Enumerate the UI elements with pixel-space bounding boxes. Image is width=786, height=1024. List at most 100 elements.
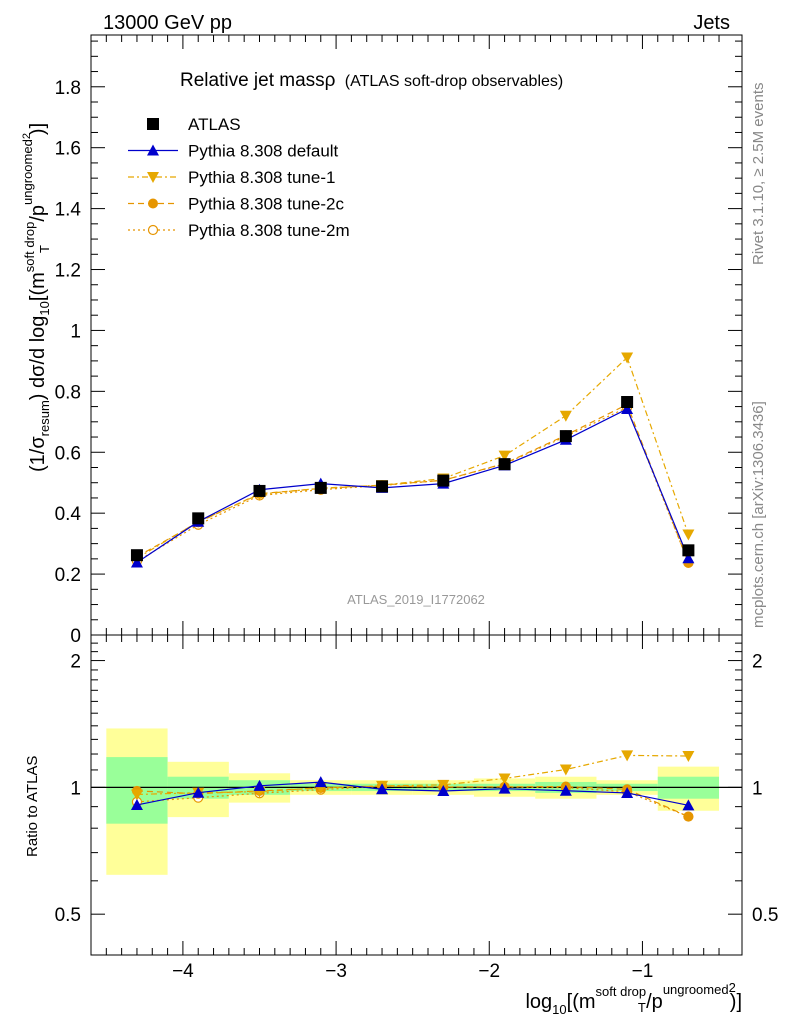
legend-marker bbox=[147, 144, 159, 156]
series-pythia-8-308-tune-2c bbox=[131, 399, 694, 568]
ratio-point bbox=[314, 776, 327, 788]
main-y-tick-label: 1.4 bbox=[55, 200, 82, 221]
data-point bbox=[621, 352, 634, 364]
ratio-point bbox=[621, 750, 634, 762]
legend-label: ATLAS bbox=[188, 115, 241, 134]
legend-entry-pythia-8-308-default: Pythia 8.308 default bbox=[128, 142, 339, 161]
chart-title: Relative jet massρ (ATLAS soft-drop obse… bbox=[180, 70, 563, 91]
ratio-point bbox=[559, 764, 572, 776]
ratio-y-tick-label-right: 0.5 bbox=[752, 905, 778, 926]
ratio-y-tick-label: 1 bbox=[70, 778, 81, 799]
ratio-point bbox=[498, 773, 511, 785]
series-line bbox=[136, 356, 689, 559]
x-tick-label: −3 bbox=[325, 961, 347, 982]
data-point bbox=[682, 544, 695, 557]
legend-label: Pythia 8.308 tune-2c bbox=[188, 195, 344, 214]
main-y-tick-label: 1.8 bbox=[55, 78, 81, 99]
series-pythia-8-308-tune-1 bbox=[130, 352, 695, 565]
ratio-point bbox=[253, 779, 266, 791]
x-axis: −4 −3 −2 −1 bbox=[105, 35, 720, 982]
ratio-line bbox=[136, 781, 689, 806]
data-point bbox=[498, 450, 511, 462]
main-y-tick-label: 1 bbox=[70, 321, 81, 342]
ratio-point bbox=[130, 789, 143, 801]
legend-entry-pythia-8-308-tune-2m: Pythia 8.308 tune-2m bbox=[128, 221, 350, 240]
main-y-tick-label: 0.4 bbox=[55, 504, 82, 525]
main-y-tick-label: 1.2 bbox=[55, 261, 81, 282]
legend-label: Pythia 8.308 tune-1 bbox=[188, 168, 335, 187]
main-series bbox=[130, 352, 695, 568]
legend-entry-atlas: ATLAS bbox=[147, 115, 241, 134]
data-point bbox=[192, 512, 205, 525]
ratio-point bbox=[376, 783, 389, 795]
legend-label: Pythia 8.308 default bbox=[188, 142, 339, 161]
ratio-series-pythia-8-308-default bbox=[130, 776, 695, 811]
data-point bbox=[437, 474, 450, 487]
x-axis-label: log10[(msoft drop/pungroomed2 T)] bbox=[525, 980, 742, 1017]
x-tick-label: −4 bbox=[172, 961, 194, 982]
x-tick-label: −2 bbox=[478, 961, 500, 982]
legend-marker bbox=[147, 224, 159, 236]
series-pythia-8-308-tune-2m bbox=[131, 402, 694, 568]
series-atlas bbox=[130, 396, 695, 562]
ratio-series bbox=[130, 750, 695, 822]
analysis-watermark: ATLAS_2019_I1772062 bbox=[347, 592, 485, 607]
data-point bbox=[682, 552, 695, 564]
ratio-point bbox=[621, 786, 634, 798]
ratio-point bbox=[559, 784, 572, 796]
ratio-point bbox=[682, 751, 695, 763]
main-y-tick-label: 0.2 bbox=[55, 565, 81, 586]
ratio-point bbox=[130, 798, 143, 810]
series-line bbox=[136, 403, 689, 564]
main-y-label: (1/σresum) dσ/d log10[(msoft drop/pungro… bbox=[20, 123, 52, 472]
legend-entry-pythia-8-308-tune-1: Pythia 8.308 tune-1 bbox=[128, 168, 335, 187]
legend-label: Pythia 8.308 tune-2m bbox=[188, 221, 350, 240]
side-label-rivet: Rivet 3.1.10, ≥ 2.5M events bbox=[750, 83, 767, 266]
ratio-plot-frame bbox=[90, 634, 743, 956]
data-point bbox=[130, 549, 143, 562]
data-point bbox=[621, 396, 634, 409]
ratio-y-tick-label: 0.5 bbox=[55, 905, 81, 926]
legend-marker bbox=[148, 198, 158, 209]
data-point bbox=[314, 481, 327, 494]
legend-marker bbox=[147, 172, 159, 183]
side-label-mcplots: mcplots.cern.ch [arXiv:1306.3436] bbox=[750, 401, 767, 628]
ratio-y-tick-label-right: 2 bbox=[752, 652, 763, 673]
ratio-y-axis: 0.5 0.5 1 1 2 2 bbox=[55, 642, 778, 926]
series-pythia-8-308-default bbox=[130, 403, 695, 568]
series-line bbox=[136, 406, 689, 564]
ratio-y-label: Ratio to ATLAS bbox=[24, 756, 41, 857]
series-line bbox=[136, 408, 689, 564]
ratio-y-tick-label-right: 1 bbox=[752, 778, 763, 799]
data-point bbox=[621, 403, 634, 415]
legend: ATLAS Pythia 8.308 default Pythia 8.308 tu… bbox=[128, 115, 350, 240]
data-point bbox=[559, 410, 572, 422]
ratio-point bbox=[498, 782, 511, 794]
legend-marker bbox=[147, 118, 159, 130]
data-point bbox=[253, 484, 266, 497]
ratio-point bbox=[683, 811, 694, 822]
ratio-y-tick-label: 2 bbox=[70, 652, 81, 673]
ratio-line bbox=[136, 785, 689, 818]
main-y-axis: 0 0.2 0.4 0.6 0.8 1 1.2 1.4 1.6 1.8 bbox=[55, 40, 742, 647]
ratio-point bbox=[682, 799, 695, 811]
data-point bbox=[682, 529, 695, 541]
chart-title-sub: (ATLAS soft-drop observables) bbox=[345, 73, 563, 90]
main-y-tick-label: 0 bbox=[70, 626, 81, 647]
ratio-point bbox=[192, 786, 205, 798]
main-y-tick-label: 0.8 bbox=[55, 382, 81, 403]
ratio-line bbox=[136, 754, 689, 796]
data-point bbox=[498, 458, 511, 471]
chart-title-main: Relative jet massρ bbox=[180, 70, 336, 91]
main-y-tick-label: 1.6 bbox=[55, 139, 81, 160]
data-point bbox=[130, 556, 143, 568]
legend-entry-pythia-8-308-tune-2c: Pythia 8.308 tune-2c bbox=[128, 195, 344, 214]
x-tick-label: −1 bbox=[632, 961, 654, 982]
header-left: 13000 GeV pp bbox=[103, 12, 232, 34]
header-right: Jets bbox=[693, 12, 730, 34]
data-point bbox=[559, 430, 572, 443]
main-y-tick-label: 0.6 bbox=[55, 443, 81, 464]
ratio-point bbox=[437, 785, 450, 797]
data-point bbox=[376, 480, 389, 493]
